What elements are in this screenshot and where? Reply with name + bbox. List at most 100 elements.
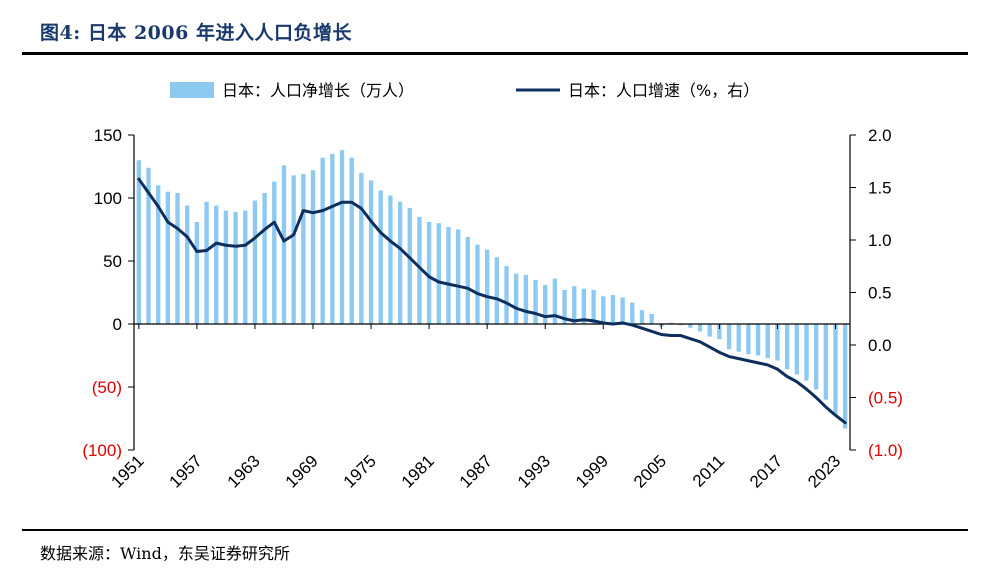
bar-1973 — [349, 157, 354, 324]
bar-1978 — [397, 201, 403, 324]
legend-bar-swatch — [170, 82, 214, 98]
bottom-rule — [22, 529, 968, 531]
bar-2019 — [794, 324, 799, 375]
bar-1972 — [339, 150, 345, 324]
figure-title: 图4: 日本 2006 年进入人口负增长 — [40, 22, 352, 44]
left-tick-label: 150 — [94, 126, 122, 145]
bar-1960 — [223, 210, 229, 324]
top-rule — [22, 52, 968, 55]
x-tick-label: 1975 — [340, 451, 380, 491]
bar-1990 — [514, 273, 519, 324]
bar-1966 — [281, 165, 287, 324]
bar-1980 — [417, 216, 422, 324]
bar-1974 — [359, 172, 364, 324]
left-tick-label: 100 — [94, 189, 122, 208]
bar-1985 — [465, 237, 470, 324]
x-tick-label: 1993 — [514, 451, 554, 491]
bar-series — [136, 150, 848, 429]
bar-2023 — [833, 324, 838, 415]
x-tick-label: 1981 — [398, 451, 438, 491]
x-tick-label: 2011 — [689, 451, 728, 490]
bar-1953 — [156, 185, 161, 324]
bar-2020 — [804, 324, 809, 381]
bar-2012 — [726, 324, 732, 350]
x-tick-label: 1963 — [224, 451, 264, 491]
bar-1969 — [310, 170, 316, 324]
bar-1957 — [194, 221, 200, 324]
bar-1989 — [504, 266, 509, 324]
bar-1976 — [378, 190, 383, 324]
source-note: 数据来源：Wind，东吴证券研究所 — [40, 544, 290, 563]
bar-2018 — [784, 324, 790, 370]
bar-1971 — [330, 153, 335, 324]
bar-1998 — [591, 289, 596, 324]
bar-1959 — [214, 205, 219, 324]
chart-legend: 日本：人口净增长（万人） 日本：人口增速（%，右） — [170, 81, 759, 100]
bar-1995 — [562, 289, 567, 324]
bar-1981 — [426, 221, 432, 324]
right-tick-label: 0.5 — [868, 284, 892, 303]
bar-1984 — [455, 229, 461, 324]
bar-2015 — [755, 324, 761, 356]
bar-2024 — [842, 324, 848, 429]
bar-1962 — [243, 210, 248, 324]
growth-rate-line — [137, 177, 847, 425]
bar-1975 — [368, 180, 374, 324]
bar-1967 — [291, 175, 296, 324]
bar-1955 — [175, 192, 180, 324]
bar-1987 — [484, 249, 490, 324]
right-tick-label: 0.0 — [868, 336, 892, 355]
bar-2002 — [630, 302, 635, 324]
bar-2004 — [649, 313, 654, 324]
x-tick-label: 2017 — [746, 451, 786, 491]
bar-1994 — [552, 278, 558, 324]
bar-2021 — [813, 324, 819, 390]
bar-2003 — [639, 310, 645, 324]
x-tick-label: 1969 — [282, 451, 322, 491]
bar-1982 — [436, 223, 441, 324]
left-tick-label: (100) — [82, 441, 122, 460]
bar-2011 — [717, 324, 722, 340]
bar-1956 — [185, 205, 190, 324]
bar-1986 — [475, 244, 480, 324]
bar-1968 — [301, 174, 306, 324]
legend-line-label: 日本：人口增速（%，右） — [568, 81, 759, 100]
right-tick-label: (0.5) — [868, 389, 903, 408]
bar-1958 — [204, 201, 209, 324]
bar-1993 — [543, 284, 548, 324]
bar-1992 — [533, 279, 538, 324]
left-tick-label: (50) — [92, 378, 122, 397]
bar-2008 — [688, 324, 693, 328]
bar-2009 — [697, 324, 703, 332]
bar-1997 — [581, 288, 587, 324]
bar-1970 — [320, 157, 325, 324]
right-tick-label: (1.0) — [868, 441, 903, 460]
bar-2010 — [707, 324, 712, 337]
bar-2001 — [620, 297, 625, 324]
bar-1991 — [523, 274, 529, 324]
bar-1965 — [272, 181, 277, 324]
bar-1983 — [446, 226, 451, 324]
bar-2013 — [736, 324, 741, 352]
bar-2007 — [678, 324, 683, 326]
x-tick-label: 2023 — [804, 451, 844, 491]
chart-axes — [128, 134, 856, 451]
left-tick-label: 0 — [113, 315, 122, 334]
right-tick-label: 1.5 — [868, 179, 892, 198]
right-tick-label: 2.0 — [868, 126, 892, 145]
bar-1996 — [572, 286, 577, 324]
x-tick-label: 1987 — [456, 451, 496, 491]
right-tick-label: 1.0 — [868, 231, 892, 250]
left-tick-label: 50 — [103, 252, 122, 271]
line-series — [137, 177, 847, 425]
bar-1952 — [146, 167, 151, 324]
bar-1988 — [494, 257, 500, 324]
bar-2000 — [610, 295, 616, 324]
bar-1964 — [262, 192, 267, 324]
bar-1951 — [136, 160, 142, 324]
x-tick-label: 1999 — [572, 451, 612, 491]
bar-2006 — [668, 322, 674, 324]
bar-2016 — [765, 324, 770, 359]
bar-1979 — [407, 208, 412, 324]
